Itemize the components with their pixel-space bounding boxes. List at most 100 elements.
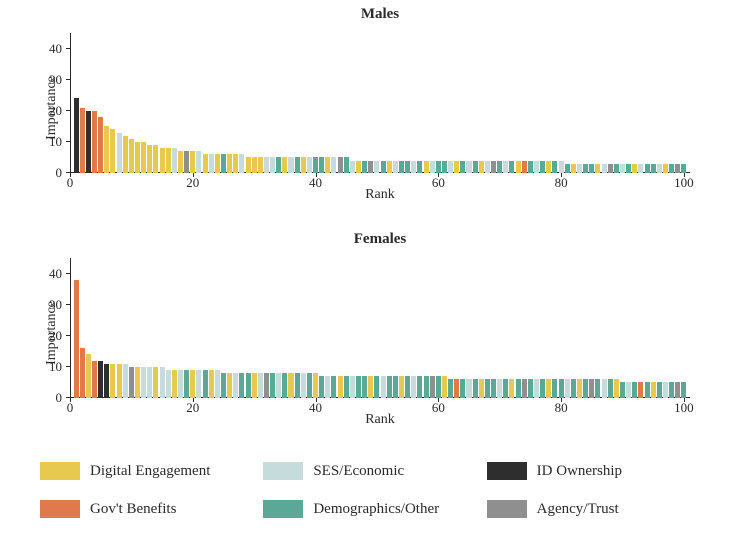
bar — [221, 154, 226, 173]
bar — [399, 161, 404, 173]
bar — [307, 373, 312, 398]
bar — [608, 379, 613, 398]
legend-swatch — [263, 500, 303, 518]
bar — [503, 379, 508, 398]
bar — [86, 354, 91, 398]
bar — [221, 373, 226, 398]
bar — [657, 382, 662, 398]
bar — [203, 370, 208, 398]
bar — [454, 379, 459, 398]
bar — [135, 367, 140, 398]
bar — [147, 367, 152, 398]
bar — [466, 161, 471, 173]
bar — [301, 157, 306, 173]
bar — [546, 379, 551, 398]
x-tick-label: 100 — [674, 175, 694, 191]
bar — [166, 370, 171, 398]
bar — [552, 161, 557, 173]
legend: Digital EngagementSES/EconomicID Ownersh… — [40, 455, 700, 525]
bar — [430, 161, 435, 173]
plot-area-females — [70, 258, 690, 398]
bar — [651, 164, 656, 173]
y-tick-label: 40 — [22, 41, 62, 57]
legend-swatch — [263, 462, 303, 480]
y-axis-spine — [70, 258, 71, 398]
bar — [681, 382, 686, 398]
bar — [657, 164, 662, 173]
bar — [190, 370, 195, 398]
bar — [98, 117, 103, 173]
legend-label: Agency/Trust — [537, 501, 619, 518]
bar — [153, 367, 158, 398]
bar — [663, 164, 668, 173]
bar — [295, 157, 300, 173]
legend-item: Demographics/Other — [263, 493, 476, 525]
bar — [325, 157, 330, 173]
bar — [497, 379, 502, 398]
bar — [344, 376, 349, 398]
bar — [368, 376, 373, 398]
bar — [184, 370, 189, 398]
bar — [645, 382, 650, 398]
bar — [503, 161, 508, 173]
bar — [276, 373, 281, 398]
legend-item: Agency/Trust — [487, 493, 700, 525]
bar — [485, 379, 490, 398]
bar — [454, 161, 459, 173]
y-tick-mark — [66, 110, 70, 111]
bar — [117, 364, 122, 398]
bar — [417, 161, 422, 173]
bar — [632, 382, 637, 398]
bar — [381, 161, 386, 173]
bar — [246, 373, 251, 398]
bar — [399, 376, 404, 398]
bar — [362, 161, 367, 173]
bar — [595, 164, 600, 173]
bar — [110, 364, 115, 398]
bar — [411, 376, 416, 398]
plot-area-males — [70, 33, 690, 173]
bar — [295, 373, 300, 398]
bar — [491, 161, 496, 173]
bar — [258, 373, 263, 398]
x-tick-label: 20 — [186, 400, 199, 416]
bar — [288, 157, 293, 173]
bar — [540, 161, 545, 173]
bar — [233, 373, 238, 398]
y-tick-label: 40 — [22, 266, 62, 282]
bar — [559, 379, 564, 398]
x-axis-label: Rank — [70, 187, 690, 203]
bar — [393, 161, 398, 173]
bar — [602, 164, 607, 173]
bar — [669, 164, 674, 173]
legend-label: Digital Engagement — [90, 463, 210, 480]
y-tick-mark — [66, 48, 70, 49]
bar — [313, 157, 318, 173]
bar — [288, 373, 293, 398]
bar — [424, 376, 429, 398]
bar — [331, 157, 336, 173]
x-tick-label: 0 — [67, 400, 74, 416]
bar — [638, 382, 643, 398]
bar — [374, 376, 379, 398]
y-tick-mark — [66, 273, 70, 274]
bar — [190, 151, 195, 173]
legend-item: SES/Economic — [263, 455, 476, 487]
bar — [466, 379, 471, 398]
bar — [583, 164, 588, 173]
bar — [565, 379, 570, 398]
bar — [614, 164, 619, 173]
bar — [239, 373, 244, 398]
bar — [141, 142, 146, 173]
bar — [675, 164, 680, 173]
bar — [252, 373, 257, 398]
bar — [448, 379, 453, 398]
bar — [344, 157, 349, 173]
bar — [338, 376, 343, 398]
bar — [473, 379, 478, 398]
bar — [675, 382, 680, 398]
bar — [522, 161, 527, 173]
bar — [282, 373, 287, 398]
x-tick-label: 80 — [555, 175, 568, 191]
panel-males: Males Importance Rank 010203040020406080… — [70, 20, 690, 195]
